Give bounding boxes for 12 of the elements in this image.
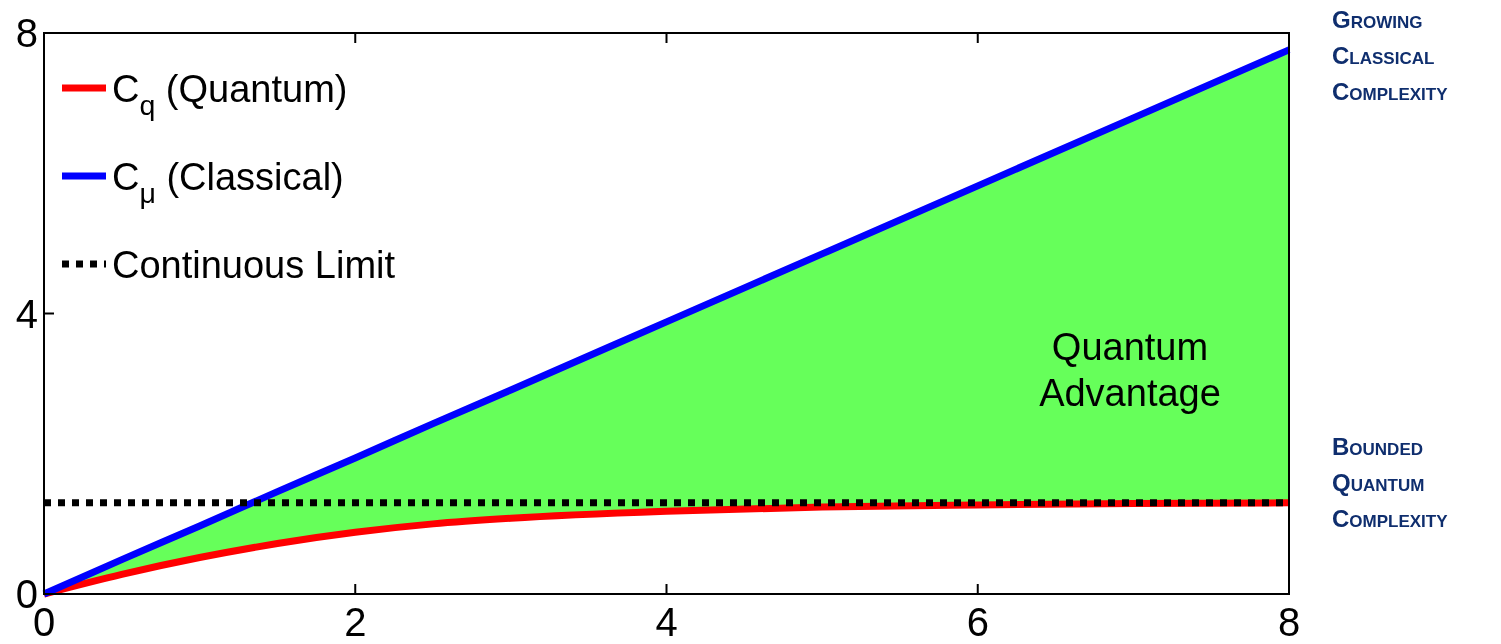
legend-label: C$_{q}$ (Quantum) [112,68,348,122]
legend-label: C$_{μ}$ (Classical) [112,156,344,210]
text: Growing Classical Complexity [1332,6,1449,105]
x-tick-label: 6 [966,600,989,644]
x-tick-label: 4 [655,600,678,644]
y-tick-label: 4 [15,291,38,336]
y-tick-label: 8 [15,11,38,55]
legend-label: Continuous Limit [112,244,396,286]
text: Bounded Quantum Complexity [1332,433,1449,532]
x-tick-label: 2 [344,600,367,644]
annotation: Quantum Advantage [1039,326,1221,414]
x-tick-label: 8 [1277,600,1301,644]
